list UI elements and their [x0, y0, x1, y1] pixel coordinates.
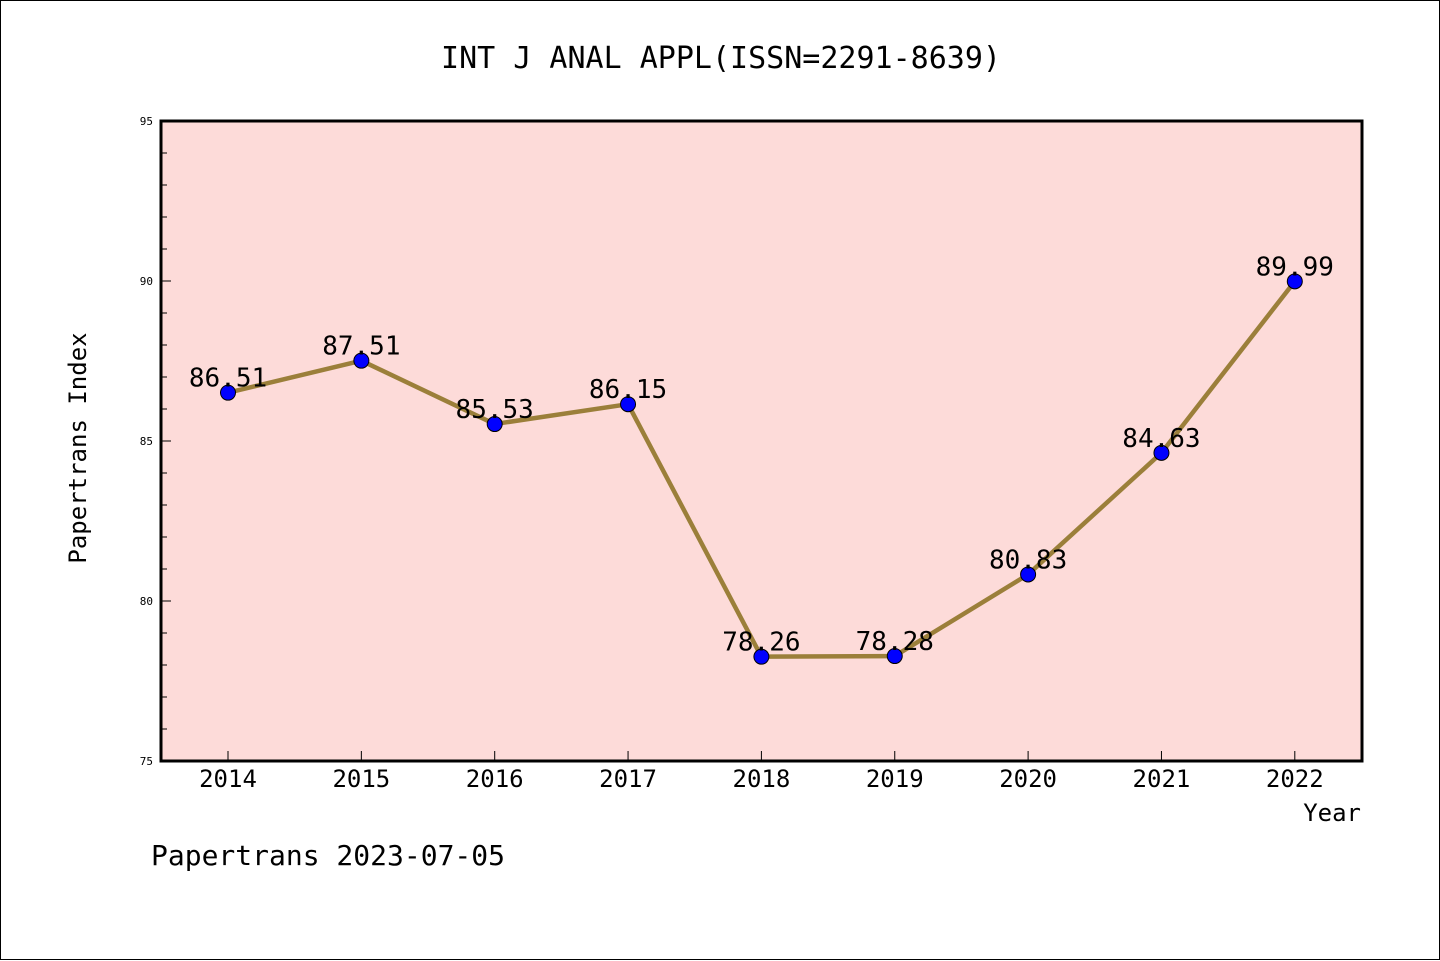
y-axis-label: Papertrans Index [64, 332, 92, 563]
series-markers [220, 273, 1303, 665]
y-tick-label: 90 [140, 275, 153, 288]
data-point [1020, 566, 1037, 583]
x-tick-label: 2014 [199, 765, 257, 793]
data-label: 78.26 [722, 628, 800, 658]
x-tick-label: 2019 [866, 765, 924, 793]
data-point [353, 352, 370, 369]
data-label: 86.51 [189, 364, 267, 394]
x-axis-ticks: 2014 2015 2016 2017 2018 2019 2020 2021 2022 [199, 751, 1324, 793]
x-tick-label: 2017 [599, 765, 657, 793]
chart-title: INT J ANAL APPL(ISSN=2291-8639) [441, 41, 1001, 76]
data-point [886, 648, 903, 665]
data-labels: 86.51 87.51 85.53 86.15 78.26 78.28 80.83 84.63… [189, 252, 1334, 657]
footer-text: Papertrans 2023-07-05 [151, 839, 505, 872]
x-tick-label: 2018 [733, 765, 791, 793]
x-tick-label: 2016 [466, 765, 524, 793]
data-point [220, 384, 236, 401]
data-point [1153, 444, 1170, 461]
data-point [486, 416, 503, 433]
x-tick-label: 2022 [1266, 765, 1324, 793]
x-tick-label: 2020 [999, 765, 1057, 793]
y-tick-label: 80 [140, 595, 153, 608]
data-label: 84.63 [1122, 424, 1200, 454]
data-label: 86.15 [589, 375, 667, 405]
y-tick-label: 75 [140, 755, 153, 768]
data-label: 87.51 [322, 332, 400, 362]
data-point [1286, 273, 1303, 290]
data-point [620, 396, 637, 413]
data-label: 85.53 [456, 395, 534, 425]
data-label: 78.28 [856, 627, 934, 657]
plot-border [159, 119, 1364, 763]
data-label: 80.83 [989, 545, 1067, 575]
data-point [753, 648, 770, 665]
y-tick-label: 95 [140, 115, 153, 128]
y-tick-label: 85 [140, 435, 153, 448]
x-tick-label: 2015 [332, 765, 390, 793]
data-label: 89.99 [1256, 252, 1334, 282]
x-tick-label: 2021 [1133, 765, 1191, 793]
x-axis-label: Year [1303, 799, 1361, 827]
